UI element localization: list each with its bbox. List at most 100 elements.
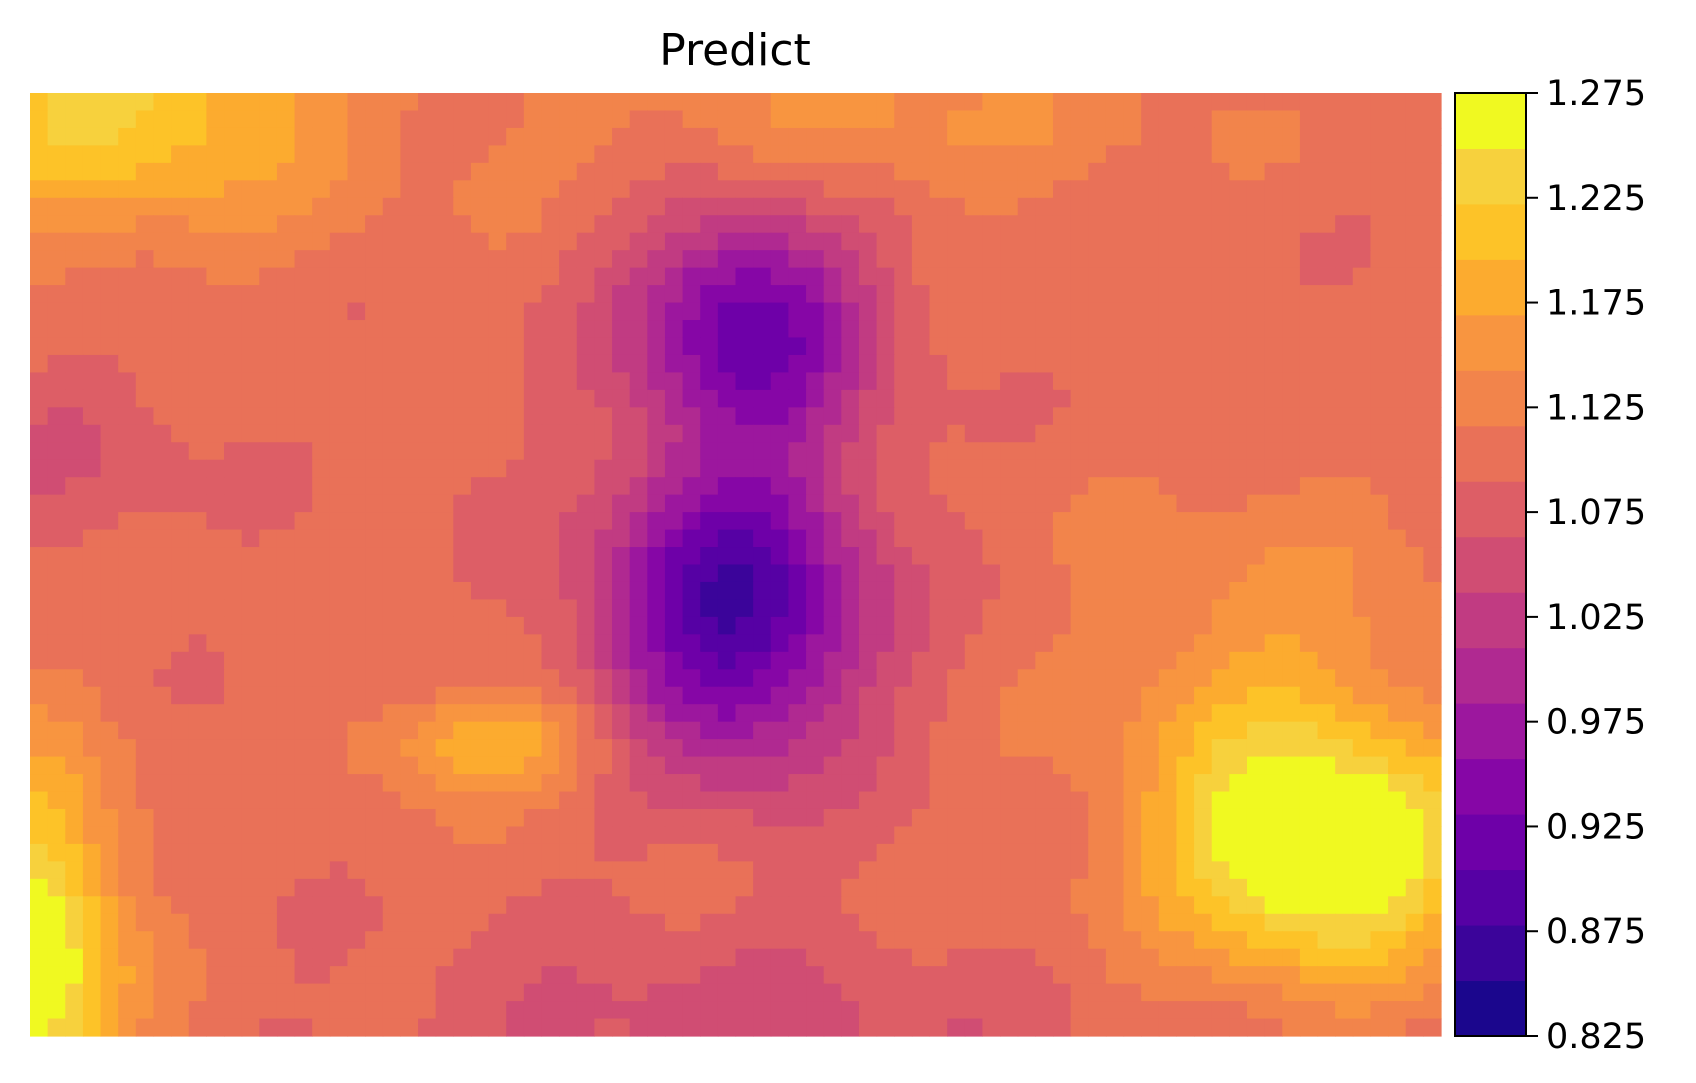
contour-cell [664,110,684,129]
contour-cell [1158,302,1178,321]
contour-cell [735,616,754,635]
contour-cell [1388,983,1407,1002]
contour-cell [1052,861,1072,880]
contour-cell [347,896,366,915]
contour-cell [753,1018,772,1037]
contour-cell [65,180,84,199]
contour-cell [664,267,684,286]
contour-cell [982,337,1001,356]
contour-cell [717,669,737,688]
contour-cell [1035,861,1054,880]
contour-cell [1423,162,1442,181]
contour-cell [929,93,948,112]
contour-cell [294,459,313,478]
contour-cell [841,791,860,810]
contour-cell [964,459,984,478]
contour-cell [206,739,225,758]
colorbar: 0.8250.8750.9250.9751.0251.0751.1251.175… [1454,74,1646,1057]
contour-cell [964,808,984,828]
contour-cell [1070,407,1089,426]
contour-cell [1105,913,1125,932]
contour-cell [382,686,401,705]
contour-cell [1405,424,1424,443]
contour-cell [1194,966,1213,985]
contour-cell [876,878,895,897]
contour-cell [276,896,296,915]
contour-cell [188,1001,207,1020]
contour-cell [806,250,825,269]
contour-cell [823,459,842,478]
contour-cell [1088,931,1107,950]
contour-cell [347,232,366,251]
contour-cell [735,774,754,793]
contour-cell [435,110,454,129]
contour-cell [206,1001,225,1020]
contour-cell [576,931,595,950]
contour-cell [629,354,648,373]
contour-cell [664,616,684,635]
contour-cell [770,424,790,443]
contour-cell [523,337,543,356]
contour-cell [1352,878,1372,897]
contour-cell [1423,739,1442,758]
contour-cell [82,808,102,828]
contour-cell [1176,1001,1195,1020]
contour-cell [276,477,296,496]
contour-cell [1211,564,1230,583]
contour-cell [382,669,401,688]
contour-cell [347,93,366,112]
contour-cell [382,93,401,112]
contour-cell [118,966,137,985]
contour-cell [171,739,190,758]
contour-cell [1299,250,1319,269]
contour-cell [770,494,790,513]
contour-cell [153,739,172,758]
contour-cell [911,581,931,601]
contour-cell [347,267,366,286]
contour-cell [65,424,84,443]
contour-cell [1405,651,1424,670]
contour-cell [1052,494,1072,513]
contour-cell [135,459,155,478]
contour-cell [664,826,684,845]
contour-cell [365,407,384,426]
contour-cell [947,651,966,670]
contour-cell [1070,337,1089,356]
contour-cell [700,878,719,897]
contour-cell [823,512,842,531]
contour-cell [1158,721,1178,740]
contour-cell [1423,948,1442,967]
contour-cell [1229,931,1248,950]
contour-cell [1282,302,1301,321]
contour-cell [576,774,595,793]
contour-cell [700,197,719,216]
contour-cell [418,1001,437,1020]
contour-cell [717,896,737,915]
contour-cell [100,250,119,269]
contour-cell [259,931,278,950]
contour-cell [964,564,984,583]
contour-cell [858,93,878,112]
contour-cell [594,424,613,443]
contour-cell [171,686,190,705]
contour-cell [1246,302,1266,321]
contour-cell [1141,948,1160,967]
contour-cell [506,983,525,1002]
contour-cell [647,931,666,950]
contour-cell [276,407,296,426]
contour-cell [1388,302,1407,321]
contour-cell [1264,843,1283,862]
contour-cell [1052,477,1072,496]
contour-cell [435,931,454,950]
contour-cell [523,686,543,705]
contour-cell [629,162,648,181]
contour-cell [312,651,331,670]
contour-cell [294,354,313,373]
contour-cell [382,634,401,653]
contour-cell [788,320,807,339]
contour-cell [735,232,754,251]
contour-cell [1105,861,1125,880]
contour-cell [1052,983,1072,1002]
colorbar-tick-label: 1.125 [1546,388,1646,428]
contour-cell [153,861,172,880]
